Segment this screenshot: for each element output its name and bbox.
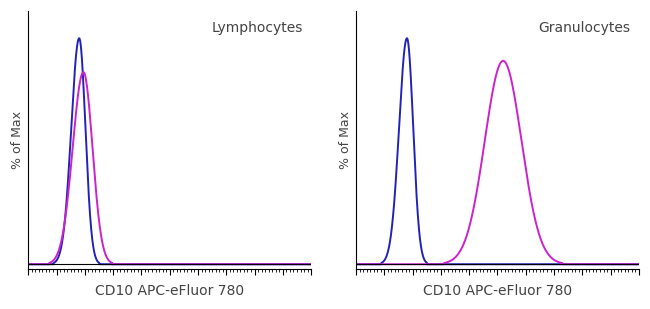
Y-axis label: % of Max: % of Max	[11, 111, 24, 169]
X-axis label: CD10 APC-eFluor 780: CD10 APC-eFluor 780	[423, 284, 572, 298]
X-axis label: CD10 APC-eFluor 780: CD10 APC-eFluor 780	[95, 284, 244, 298]
Text: Granulocytes: Granulocytes	[538, 21, 630, 36]
Text: Lymphocytes: Lymphocytes	[211, 21, 303, 36]
Y-axis label: % of Max: % of Max	[339, 111, 352, 169]
